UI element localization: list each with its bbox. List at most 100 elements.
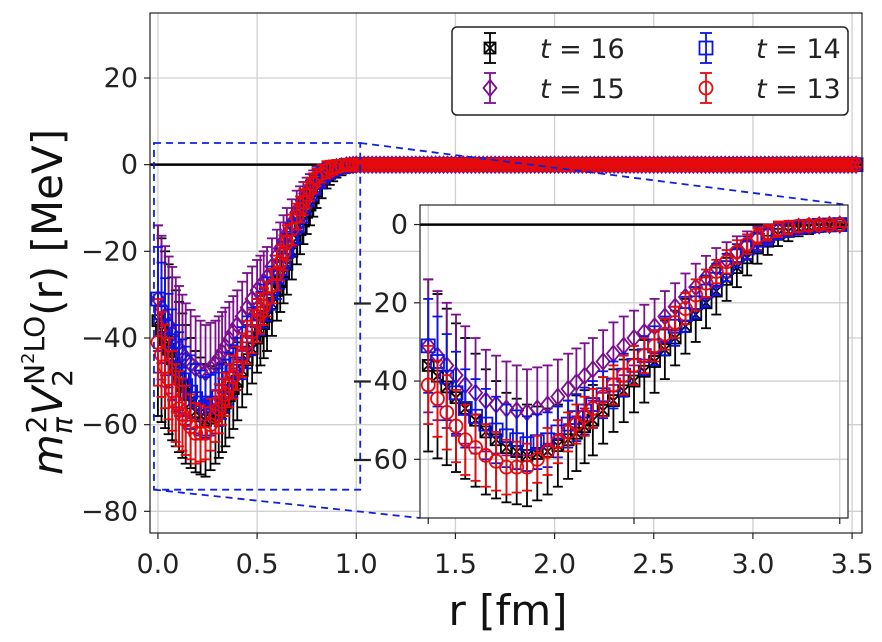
inset-data-point bbox=[750, 227, 765, 246]
point-marker bbox=[693, 157, 709, 173]
x-tick-label: 1.5 bbox=[434, 549, 477, 580]
point-marker bbox=[279, 235, 295, 251]
point-marker bbox=[188, 425, 204, 441]
inset-point-marker bbox=[719, 254, 734, 270]
inset-data-point bbox=[801, 218, 817, 233]
inset-data-point bbox=[560, 411, 576, 453]
inset-data-point bbox=[729, 239, 745, 265]
inset-y-tick-label: −40 bbox=[351, 366, 408, 397]
point-marker bbox=[203, 417, 218, 433]
point-marker bbox=[757, 157, 773, 173]
y-axis-ticks: −80 −60 −40 −20 0 20 bbox=[81, 63, 150, 527]
point-marker bbox=[495, 157, 511, 173]
legend-box bbox=[451, 26, 849, 116]
point-marker bbox=[408, 157, 424, 173]
point-marker bbox=[567, 157, 582, 173]
point-marker bbox=[333, 158, 349, 174]
inset-point-marker bbox=[595, 352, 611, 371]
point-marker bbox=[221, 378, 237, 394]
point-marker bbox=[769, 157, 785, 173]
point-marker bbox=[761, 157, 777, 173]
inset-point-marker bbox=[509, 459, 525, 475]
point-marker bbox=[582, 157, 598, 173]
data-point bbox=[193, 404, 208, 463]
point-marker bbox=[733, 157, 749, 173]
inset-data-point bbox=[540, 427, 555, 476]
inset-point-marker bbox=[540, 444, 555, 459]
point-marker bbox=[428, 157, 443, 173]
point-marker bbox=[721, 157, 737, 173]
inset-data-point bbox=[719, 249, 734, 275]
point-marker bbox=[781, 157, 797, 173]
point-marker bbox=[634, 157, 650, 173]
y-label-exp-2: 2 bbox=[20, 415, 53, 433]
inset-data-point bbox=[529, 434, 545, 484]
legend-marker-t16 bbox=[483, 32, 497, 64]
inset-point-marker bbox=[468, 440, 483, 455]
legend-symbol bbox=[482, 78, 498, 98]
x-tick-label: 1.0 bbox=[335, 549, 378, 580]
legend-label-t13: t = 13 bbox=[756, 74, 841, 105]
inset-frame bbox=[419, 204, 849, 519]
inset-series bbox=[420, 215, 848, 508]
inset-plot: −60 −40 −20 0 bbox=[351, 204, 849, 524]
data-point bbox=[229, 345, 245, 391]
inset-data-point bbox=[420, 344, 436, 426]
point-marker bbox=[198, 425, 213, 441]
point-marker bbox=[396, 157, 412, 173]
y-label-sup-N: N bbox=[18, 364, 51, 385]
inset-data-point bbox=[636, 337, 652, 375]
point-marker bbox=[483, 157, 499, 173]
point-marker bbox=[264, 278, 280, 294]
data-point bbox=[234, 332, 250, 378]
x-axis-label: r [fm] bbox=[448, 586, 567, 635]
point-marker bbox=[563, 157, 578, 173]
point-marker bbox=[618, 157, 634, 173]
point-marker bbox=[674, 157, 689, 173]
inset-y-tick-label: −20 bbox=[351, 288, 408, 319]
point-marker bbox=[602, 157, 618, 173]
data-point bbox=[188, 402, 204, 465]
point-marker bbox=[256, 298, 272, 314]
inset-data-point bbox=[457, 403, 473, 476]
point-marker bbox=[650, 157, 666, 173]
legend-symbol bbox=[483, 41, 497, 55]
point-marker bbox=[380, 157, 396, 173]
inset-data-point bbox=[509, 440, 525, 494]
point-marker bbox=[448, 157, 463, 173]
inset-data-point bbox=[568, 403, 584, 445]
point-marker bbox=[424, 157, 440, 173]
point-marker bbox=[598, 157, 614, 173]
legend-label-t16: t = 16 bbox=[540, 34, 625, 65]
inset-data-point bbox=[626, 344, 642, 386]
inset-point-marker bbox=[616, 367, 632, 383]
point-marker bbox=[705, 157, 721, 173]
point-marker bbox=[539, 157, 555, 173]
point-marker bbox=[229, 360, 245, 376]
point-marker bbox=[400, 157, 416, 173]
inset-series-t13 bbox=[420, 217, 848, 496]
inset-data-point bbox=[647, 329, 662, 363]
legend-entry-t14: t = 14 bbox=[698, 32, 841, 65]
point-marker bbox=[737, 157, 753, 173]
x-tick-label: 3.5 bbox=[831, 549, 874, 580]
point-marker bbox=[388, 157, 404, 173]
inset-point-marker bbox=[801, 218, 817, 233]
legend-label-t15: t = 15 bbox=[540, 74, 625, 105]
point-marker bbox=[840, 157, 856, 173]
point-marker bbox=[670, 157, 685, 173]
point-marker bbox=[384, 157, 400, 173]
inset-data-point bbox=[499, 438, 514, 496]
y-axis-label: mπ2V2N2LO(r) [MeV] bbox=[18, 129, 79, 475]
y-label-V: V bbox=[23, 383, 72, 415]
y-label-m: m bbox=[23, 434, 72, 475]
inset-data-point bbox=[439, 374, 455, 451]
point-marker bbox=[459, 157, 475, 173]
point-marker bbox=[451, 157, 467, 173]
inset-point-marker bbox=[448, 418, 464, 434]
main-series bbox=[150, 155, 864, 478]
point-marker bbox=[364, 157, 380, 173]
inset-point-marker bbox=[688, 287, 704, 303]
inset-point-marker bbox=[529, 451, 545, 467]
point-marker bbox=[507, 157, 523, 173]
